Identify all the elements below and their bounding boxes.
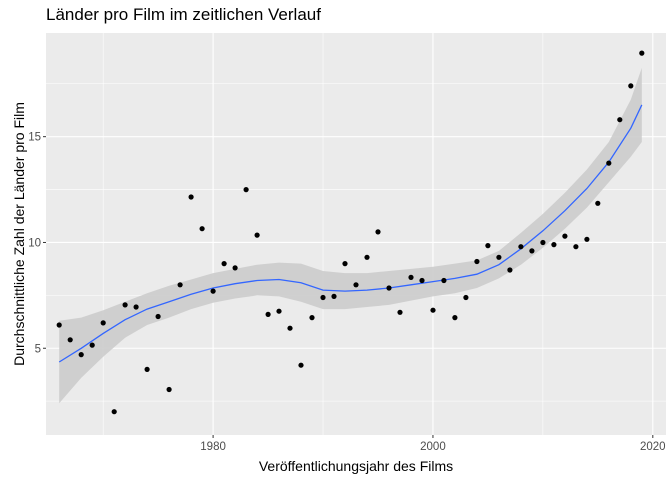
data-point — [562, 233, 568, 239]
data-point — [386, 285, 392, 291]
data-point — [232, 265, 238, 271]
data-point — [452, 315, 458, 321]
data-point — [353, 282, 359, 288]
data-point — [254, 232, 260, 238]
data-point — [441, 277, 447, 284]
major-gridlines — [46, 33, 666, 435]
data-point — [331, 293, 337, 299]
data-point — [408, 274, 414, 280]
data-point — [595, 200, 601, 206]
data-point — [540, 239, 546, 246]
y-axis-title: Durchschnittliche Zahl der Länder pro Fi… — [11, 102, 27, 366]
data-point — [430, 307, 436, 313]
data-point — [78, 352, 84, 358]
data-point — [463, 294, 469, 301]
data-point — [243, 187, 249, 193]
y-axis-ticks: 5 10 15 — [28, 132, 46, 355]
data-point — [606, 160, 612, 166]
data-point — [496, 254, 502, 260]
data-point — [485, 243, 491, 249]
data-point — [56, 322, 62, 328]
data-point — [474, 258, 480, 265]
y-tick-label: 10 — [28, 237, 41, 249]
data-point — [364, 254, 370, 260]
data-point — [276, 308, 282, 314]
data-point — [397, 309, 403, 315]
chart-title: Länder pro Film im zeitlichen Verlauf — [46, 5, 321, 24]
data-point — [320, 294, 326, 301]
data-point — [210, 288, 216, 294]
data-point — [639, 50, 645, 56]
data-point — [67, 337, 73, 343]
data-point — [342, 261, 348, 267]
data-point — [551, 242, 557, 248]
data-point — [122, 302, 128, 308]
data-point — [419, 277, 425, 284]
data-point — [628, 83, 634, 89]
data-point — [111, 409, 117, 415]
x-tick-label: 1980 — [200, 441, 226, 453]
data-point — [584, 236, 590, 242]
data-point — [573, 244, 579, 250]
data-point — [155, 313, 161, 320]
data-point — [507, 267, 513, 273]
data-point — [265, 311, 271, 317]
y-tick-label: 15 — [28, 132, 41, 144]
data-point — [100, 320, 106, 326]
data-point — [166, 386, 172, 393]
x-axis-title: Veröffentlichungsjahr des Films — [259, 458, 453, 474]
data-point — [309, 315, 315, 321]
data-point — [133, 304, 139, 310]
data-point — [221, 261, 227, 267]
x-tick-label: 2000 — [420, 441, 446, 453]
y-tick-label: 5 — [35, 343, 41, 355]
smooth-trend-line — [58, 104, 643, 363]
data-point — [375, 229, 381, 235]
data-points — [56, 50, 645, 415]
x-axis-ticks: 1980 2000 2020 — [200, 435, 666, 453]
data-point — [298, 362, 304, 368]
data-point — [529, 248, 535, 254]
data-point — [518, 244, 524, 250]
confidence-ribbon — [59, 67, 642, 404]
data-point — [177, 282, 183, 288]
data-point — [188, 194, 194, 200]
data-point — [89, 342, 95, 348]
plot-panel — [46, 33, 666, 435]
data-point — [199, 226, 205, 232]
data-point — [287, 325, 293, 331]
x-tick-label: 2020 — [640, 441, 666, 453]
data-point — [144, 366, 150, 372]
data-point — [617, 117, 623, 123]
